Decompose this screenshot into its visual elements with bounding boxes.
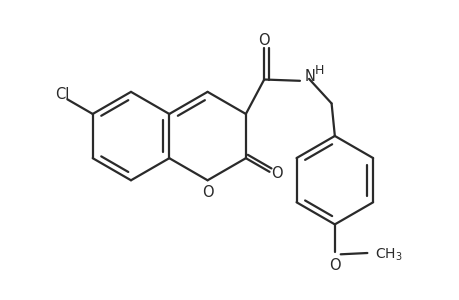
Text: CH$_3$: CH$_3$ [374, 246, 401, 262]
Text: O: O [258, 33, 269, 48]
Text: Cl: Cl [55, 87, 69, 102]
Text: O: O [270, 166, 282, 181]
Text: O: O [328, 258, 340, 273]
Text: O: O [202, 185, 213, 200]
Text: H: H [313, 64, 323, 77]
Text: N: N [304, 69, 315, 84]
